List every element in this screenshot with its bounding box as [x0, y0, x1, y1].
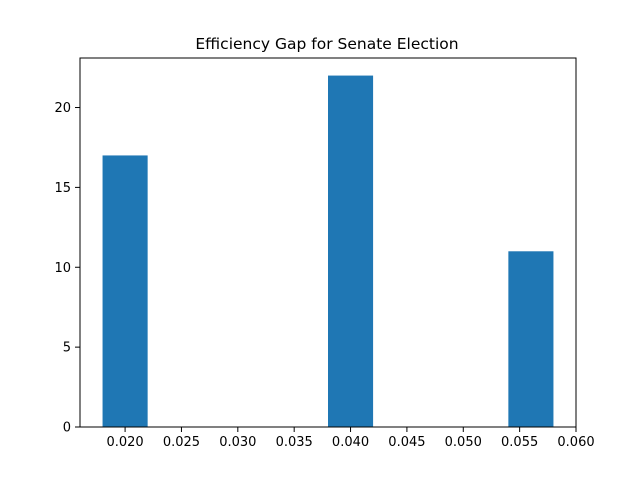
x-tick-label-2: 0.030 [219, 435, 256, 450]
histogram-bar-0 [102, 155, 148, 427]
histogram-bar-5 [328, 75, 374, 427]
x-tick-label-6: 0.050 [445, 435, 482, 450]
y-tick-label-3: 15 [54, 181, 71, 196]
chart-title: Efficiency Gap for Senate Election [195, 35, 458, 53]
y-tick-label-1: 5 [63, 341, 71, 356]
x-tick-label-3: 0.035 [276, 435, 313, 450]
x-tick-label-4: 0.040 [332, 435, 369, 450]
x-tick-label-5: 0.045 [388, 435, 425, 450]
y-tick-label-4: 20 [54, 101, 71, 116]
histogram-bar-9 [508, 251, 554, 427]
y-tick-label-2: 10 [54, 261, 71, 276]
bars-layer [102, 75, 554, 427]
x-tick-label-1: 0.025 [163, 435, 200, 450]
y-tick-label-0: 0 [63, 421, 71, 436]
x-tick-label-0: 0.020 [106, 435, 143, 450]
x-tick-label-7: 0.055 [501, 435, 538, 450]
axes-frame [79, 57, 577, 428]
axes-layer: 0.020 0.025 0.030 0.035 0.040 0.045 0.050 0.055… [54, 57, 595, 450]
x-tick-label-8: 0.060 [557, 435, 594, 450]
